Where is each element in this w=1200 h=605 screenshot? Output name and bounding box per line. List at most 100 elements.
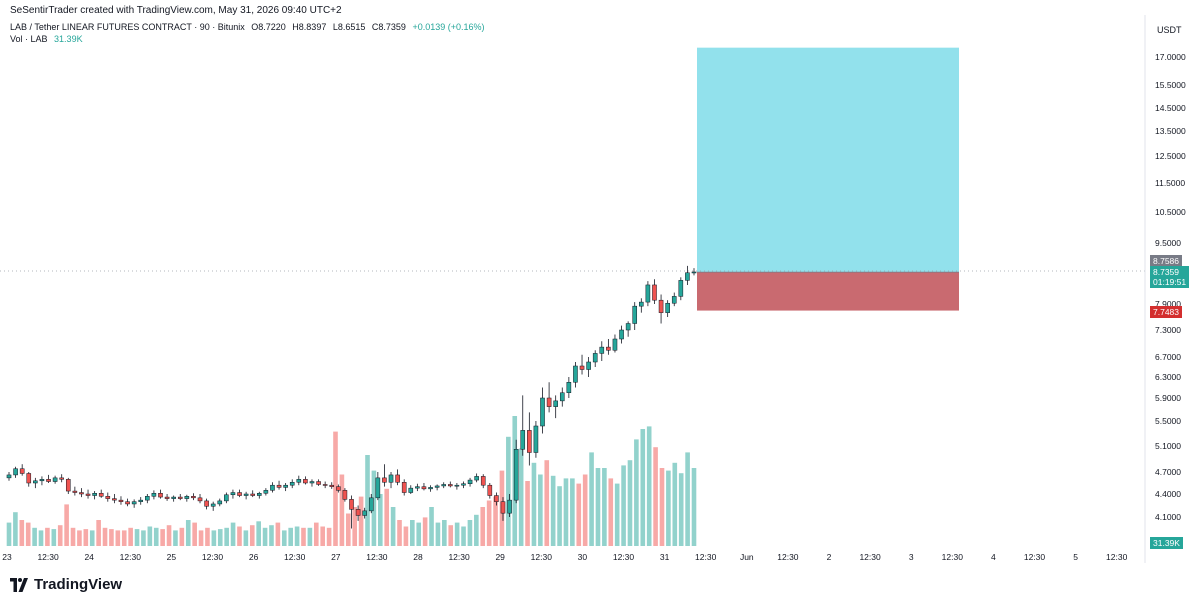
volume-bar [237,526,242,546]
candle-body [309,481,315,484]
price-change: +0.0139 (+0.16%) [412,22,485,32]
volume-bar [345,513,351,546]
time-tick-label: 12:30 [448,552,470,562]
volume-bar [678,473,684,546]
volume-bar [429,507,434,546]
candle-body [276,484,282,488]
candle-body [59,477,64,480]
time-tick-label: 23 [2,552,12,562]
volume-bar [38,530,44,546]
volume-label[interactable]: Vol · LAB [10,34,48,44]
volume-bar [461,526,466,546]
volume-bar [141,530,146,546]
candle-body [467,479,473,484]
candle-body [164,496,170,499]
price-axis[interactable]: 4.1000 4.4000 4.7000 5.1000 5.5000 5.9000 6.30… [1155,52,1186,522]
volume-bar [121,530,127,546]
symbol-legend: LAB / Tether LINEAR FUTURES CONTRACT · 9… [10,22,485,32]
long-position-tool[interactable] [697,47,959,311]
volume-bar [333,431,338,546]
candle-body [579,365,585,370]
candle-body [520,430,526,450]
currency-label[interactable]: USDT [1157,25,1182,35]
volume-bar [70,527,76,546]
price-tick-label: 7.3000 [1155,325,1181,335]
candle-body [125,501,130,505]
candle-body [131,501,137,505]
candle-body [6,474,12,479]
candle-body [210,503,216,507]
candle-body [197,497,203,502]
candle-body [217,500,223,505]
volume-bar [435,522,441,546]
volume-bar [422,517,428,546]
volume-bar [595,468,601,546]
volume-bar [262,527,268,546]
candle-body [428,487,433,490]
ohlc-high: H8.8397 [292,22,327,32]
volume-bar [320,526,325,546]
time-axis[interactable]: 23 12:30 24 12:30 25 12:30 26 12:30 27 12:30 28 12:… [2,552,1127,562]
volume-bar [474,514,479,546]
volume-bar [365,455,370,546]
candle-body [289,482,295,486]
volume-bar [390,507,396,546]
time-tick-label: 3 [909,552,914,562]
candle-body [415,486,420,489]
time-tick-label: 12:30 [859,552,881,562]
volume-bar [89,530,95,546]
candle-body [342,490,348,500]
candle-body [151,493,157,497]
volume-bar [525,481,530,546]
candle-body [19,468,25,474]
volume-bar [531,462,537,546]
candle-body [606,346,611,351]
volume-bar [442,520,447,546]
volume-bar [602,468,607,546]
candle-body [184,496,190,499]
volume-bar [384,488,390,546]
time-tick-label: 12:30 [366,552,388,562]
time-tick-label: 28 [413,552,423,562]
candle-body [296,479,302,483]
candle-body [46,479,51,482]
candle-body [355,509,361,516]
candle-body [171,496,176,499]
price-tick-label: 11.5000 [1155,178,1185,188]
symbol-name[interactable]: LAB / Tether LINEAR FUTURES CONTRACT · 9… [10,22,245,32]
volume-bar [685,452,690,546]
candle-body [316,481,321,485]
tradingview-logo[interactable]: TradingView [10,576,122,593]
volume-bar [57,525,63,546]
candle-body [52,477,58,482]
candle-body [474,476,479,481]
volume-bar [109,529,114,546]
volume-bar [416,522,422,546]
volume-bar [518,448,524,546]
price-tick-label: 5.1000 [1155,441,1181,451]
volume-bar [83,529,89,546]
candle-body [658,299,664,313]
volume-bar [198,530,204,546]
volume-bar [179,527,185,546]
time-tick-label: 12:30 [202,552,224,562]
candle-body [283,484,288,488]
volume-bar [576,483,582,546]
tradingview-logo-icon [10,577,28,592]
volume-bar [19,520,25,546]
candle-body [204,500,209,507]
candle-body [441,484,447,487]
volume-bar [281,530,287,546]
price-tick-label: 12.5000 [1155,151,1186,161]
volume-bar [493,496,498,546]
candle-body [652,284,657,301]
volume-bar [627,460,633,546]
candle-body [250,493,255,496]
volume-bar [506,436,511,546]
candle-body [421,486,427,490]
volume-bar [672,462,678,546]
volume-value: 31.39K [54,34,83,44]
candle-body [513,449,519,501]
volume-bar [397,520,402,546]
